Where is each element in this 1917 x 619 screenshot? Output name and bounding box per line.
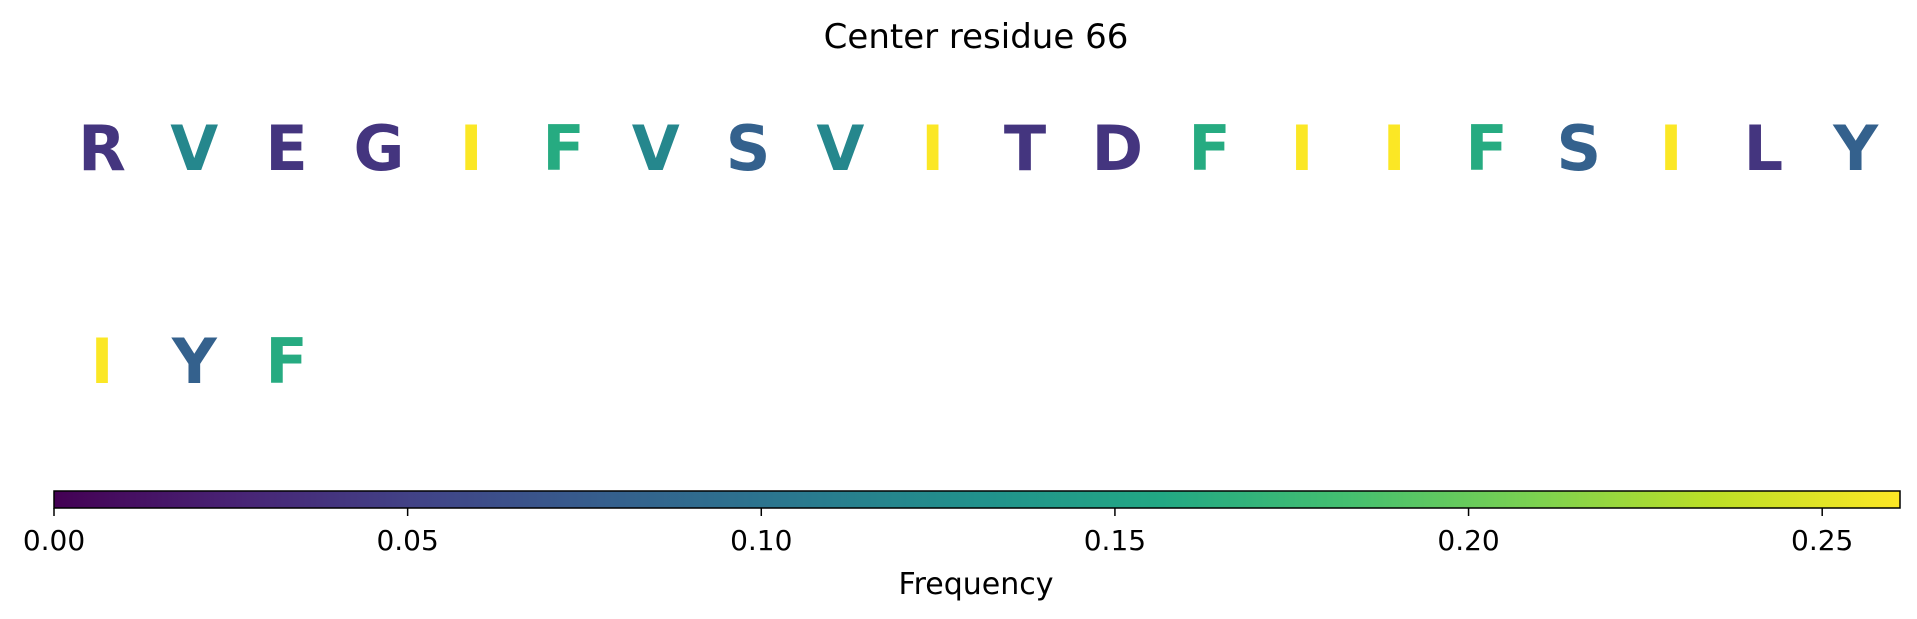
residue-letter: V: [816, 112, 864, 185]
colorbar: [53, 490, 1901, 509]
colorbar-tick-label: 0.05: [376, 524, 438, 557]
residue-letter: I: [1660, 112, 1683, 185]
residue-letter: F: [542, 112, 584, 185]
colorbar-ticks: 0.00 0.05 0.10 0.15 0.20 0.25: [23, 508, 1853, 557]
residue-letter: E: [265, 112, 307, 185]
colorbar-tick-label: 0.10: [730, 524, 792, 557]
residue-letter: R: [78, 112, 126, 185]
residue-letter: I: [1383, 112, 1406, 185]
residue-letter: V: [632, 112, 680, 185]
residue-letter: Y: [171, 325, 218, 398]
residue-letter: I: [1290, 112, 1313, 185]
colorbar-tick-label: 0.00: [23, 524, 85, 557]
residue-letter: G: [353, 112, 404, 185]
colorbar-tick-label: 0.25: [1791, 524, 1853, 557]
residue-letter: Y: [1832, 112, 1879, 185]
colorbar-label: Frequency: [899, 567, 1054, 602]
colorbar-tick-label: 0.20: [1437, 524, 1499, 557]
residue-letter: L: [1744, 112, 1784, 185]
residue-letter: I: [921, 112, 944, 185]
residue-letter: S: [726, 112, 771, 185]
residue-letter: S: [1556, 112, 1601, 185]
residue-letter: D: [1092, 112, 1143, 185]
colorbar-tick-label: 0.15: [1084, 524, 1146, 557]
residue-letter: I: [90, 325, 113, 398]
residue-letter: V: [170, 112, 218, 185]
residue-letter: F: [1465, 112, 1507, 185]
residue-letter: F: [265, 325, 307, 398]
residue-letter: I: [460, 112, 483, 185]
residue-grid: R V E G I F V S V I T D F I I F S I L YI Y F: [78, 112, 1879, 398]
residue-letter: T: [1004, 112, 1046, 185]
residue-letter: F: [1188, 112, 1230, 185]
chart-title: Center residue 66: [824, 17, 1129, 57]
